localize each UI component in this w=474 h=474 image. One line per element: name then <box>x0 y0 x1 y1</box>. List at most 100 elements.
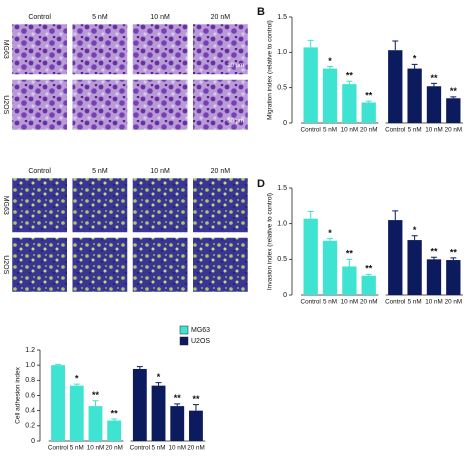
micrograph <box>72 177 128 233</box>
column-label: 20 nM <box>211 168 231 175</box>
error-bar <box>411 235 418 241</box>
y-tick-label: 0 <box>31 438 35 445</box>
x-tick-label: 10 nM <box>87 445 105 452</box>
scale-bar-label: 10 μm <box>227 63 244 69</box>
x-tick-label: Control <box>385 299 405 306</box>
x-tick-label: 5 nM <box>323 127 337 134</box>
error-bar <box>365 273 372 276</box>
micrograph <box>72 23 128 75</box>
error-bar <box>392 210 399 221</box>
y-tick-label: 0.2 <box>25 423 35 430</box>
error-bar <box>73 383 80 386</box>
significance-label: ** <box>365 90 373 100</box>
y-tick-label: 0.5 <box>277 256 287 263</box>
significance-label: ** <box>430 247 438 257</box>
significance-label: * <box>75 374 79 384</box>
significance-label: ** <box>192 394 200 404</box>
x-tick-label: Control <box>48 445 68 452</box>
column-label: 20 nM <box>211 14 231 21</box>
x-tick-label: 5 nM <box>70 445 84 452</box>
significance-label: * <box>328 56 332 66</box>
error-bar <box>55 363 62 366</box>
column-label: 10 nM <box>150 14 170 21</box>
error-bar <box>450 257 457 261</box>
micrograph <box>72 79 128 131</box>
x-tick-label: 10 nM <box>341 127 359 134</box>
micrograph <box>11 237 68 293</box>
error-bar <box>155 382 162 386</box>
y-tick-label: 1.5 <box>277 185 287 192</box>
error-bar <box>365 100 372 103</box>
micrograph <box>11 79 68 131</box>
error-bar <box>430 82 437 87</box>
y-tick-label: 1.0 <box>277 221 287 228</box>
micrograph <box>132 237 188 293</box>
column-label: Control <box>28 168 51 175</box>
micrograph <box>192 237 249 293</box>
y-tick-label: 0.4 <box>25 408 35 415</box>
x-tick-label: 20 nM <box>360 299 378 306</box>
error-bar <box>327 238 334 241</box>
significance-label: ** <box>450 247 458 257</box>
bar <box>361 275 376 295</box>
bar <box>51 365 65 441</box>
significance-label: * <box>328 228 332 238</box>
x-tick-label: 10 nM <box>425 299 443 306</box>
bar <box>88 406 103 441</box>
bar <box>69 385 84 441</box>
error-bar <box>111 418 118 421</box>
bar <box>322 68 338 123</box>
y-tick-label: 0.8 <box>25 377 35 384</box>
y-tick-label: 1.0 <box>277 49 287 56</box>
x-tick-label: 20 nM <box>360 127 378 134</box>
error-bar <box>392 40 399 51</box>
error-bar <box>307 211 314 219</box>
panel-label: B <box>257 6 265 18</box>
bar <box>388 220 403 295</box>
bar <box>189 410 203 441</box>
error-bar <box>411 63 418 69</box>
error-bar <box>346 258 353 267</box>
significance-label: ** <box>346 71 354 81</box>
error-bar <box>92 400 99 407</box>
column-label: 10 nM <box>150 168 170 175</box>
column-label: 5 nM <box>92 168 108 175</box>
bar <box>151 385 166 441</box>
error-bar <box>450 96 457 99</box>
significance-label: * <box>413 225 417 235</box>
y-tick-label: 1.0 <box>25 362 35 369</box>
bar <box>446 98 461 123</box>
bar <box>426 259 442 295</box>
micrograph <box>192 23 249 75</box>
significance-label: ** <box>92 390 100 400</box>
bar <box>132 368 147 441</box>
column-label: Control <box>28 14 51 21</box>
significance-label: * <box>157 372 161 382</box>
micrograph <box>132 177 188 233</box>
x-tick-label: 5 nM <box>152 445 166 452</box>
significance-label: ** <box>430 73 438 83</box>
micrograph <box>11 177 68 233</box>
bar <box>388 50 403 123</box>
error-bar <box>346 80 353 85</box>
legend-swatch <box>179 325 189 335</box>
error-bar <box>192 404 199 411</box>
legend-swatch <box>179 336 189 346</box>
micrograph <box>11 23 68 75</box>
bar <box>342 266 357 295</box>
error-bar <box>136 366 143 369</box>
error-bar <box>307 39 314 48</box>
bar <box>303 47 318 123</box>
bar <box>407 68 422 123</box>
row-label: MG63 <box>2 40 9 59</box>
significance-label: ** <box>346 249 354 259</box>
x-tick-label: 20 nM <box>105 445 123 452</box>
error-bar <box>430 256 437 260</box>
panel-label: D <box>257 178 265 190</box>
bar <box>342 84 357 123</box>
x-tick-label: 20 nM <box>187 445 205 452</box>
bar <box>361 102 376 123</box>
bar <box>446 260 461 295</box>
significance-label: * <box>413 54 417 64</box>
